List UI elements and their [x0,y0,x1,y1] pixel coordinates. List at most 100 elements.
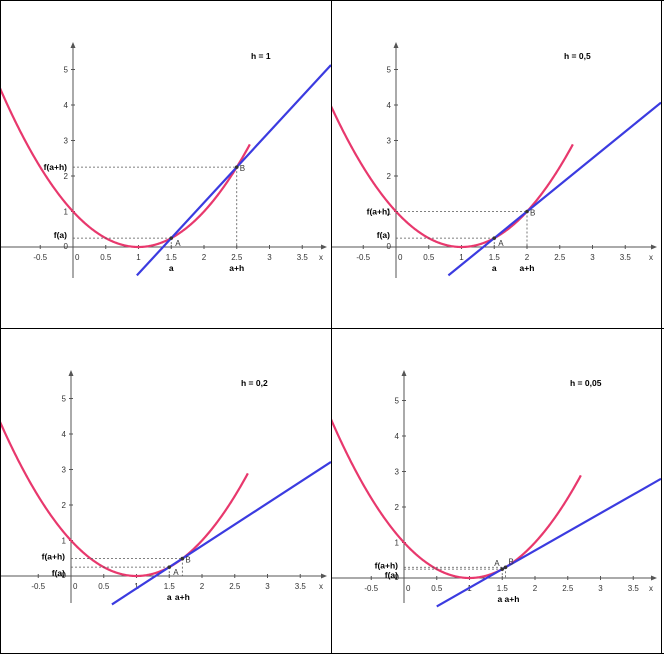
y-tick-label: 4 [64,101,69,110]
y-tick-label: 2 [387,172,392,181]
x-axis-label: x [319,582,323,591]
y-tick-label: 5 [387,66,392,75]
x-axis-label: x [319,253,323,262]
secant-line [436,477,661,608]
point-a-marker [492,236,497,240]
x-tick-label: 3.5 [628,584,640,593]
f-a-plus-h-axis-label: f(a+h) [42,552,66,562]
x-tick-label: 3 [267,253,272,262]
x-axis-arrow [321,244,327,250]
point-b-label: B [185,556,190,565]
x-tick-label: 1.5 [489,253,501,262]
x-tick-label: 0 [406,584,411,593]
x-tick-label: 0.5 [431,584,443,593]
chart-svg: -0.5 0 0.5 1 1.5 2 2.5 3 3.5 x 0 1 2 3 4 5 h = 0,2 ABa a+h… [1,370,331,606]
a-axis-label: a [167,592,172,602]
a-plus-h-axis-label: a+h [505,594,520,604]
point-a-label: A [498,239,504,248]
h-value-label: h = 0,05 [570,378,602,388]
a-plus-h-axis-label: a+h [229,263,244,273]
x-tick-label: 1 [459,253,464,262]
y-tick-label: 2 [64,172,69,181]
x-tick-label: 0.5 [423,253,435,262]
y-tick-label: 1 [62,537,67,546]
frame-middle [0,328,664,329]
x-tick-label: 1.5 [497,584,509,593]
parabola-curve [1,421,249,578]
frame-bottom [0,653,664,654]
x-tick-label: 2.5 [554,253,566,262]
y-tick-label: 5 [64,66,69,75]
x-tick-label: 1 [134,582,139,591]
h-value-label: h = 0,5 [564,51,591,61]
a-plus-h-axis-label: a+h [520,263,535,273]
x-tick-label: 3 [590,253,595,262]
y-tick-label: 3 [387,137,392,146]
point-b-label: B [509,557,514,566]
y-tick-label: 2 [62,501,67,510]
x-tick-label: 2 [525,253,530,262]
point-b-marker [234,165,239,169]
y-tick-label: 1 [387,208,392,217]
y-tick-label: 3 [62,466,67,475]
f-a-axis-label: f(a) [54,230,67,240]
x-tick-label: -0.5 [356,253,370,262]
a-axis-label: a [169,263,174,273]
x-tick-label: 2 [200,582,205,591]
point-a-label: A [494,559,500,568]
x-tick-label: 1 [136,253,141,262]
parabola-curve [1,87,251,249]
f-a-axis-label: f(a) [377,230,390,240]
x-tick-label: 0 [75,253,80,262]
x-tick-label: 3 [598,584,603,593]
secant-line [111,461,331,606]
x-tick-label: 0 [73,582,78,591]
point-b-marker [525,209,529,214]
x-axis-label: x [649,584,653,593]
x-tick-label: 3 [265,582,270,591]
point-a-marker [167,565,172,569]
y-axis-arrow [393,42,399,48]
frame-right [661,0,662,654]
y-axis-arrow [68,370,74,376]
y-axis-arrow [70,42,76,48]
x-tick-label: 2 [533,584,538,593]
frame-center [331,0,332,654]
parabola-curve [332,105,574,249]
x-axis-label: x [649,253,653,262]
point-b-marker [180,556,185,561]
f-a-axis-label: f(a) [52,568,65,578]
x-tick-label: 2 [202,253,207,262]
point-b-label: B [240,164,245,173]
x-tick-label: -0.5 [31,582,45,591]
parabola-curve [332,418,582,580]
a-plus-h-axis-label: a+h [175,592,190,602]
x-tick-label: 2.5 [231,253,243,262]
point-b-label: B [530,209,535,218]
f-a-axis-label: f(a) [385,570,398,580]
y-tick-label: 5 [62,395,67,404]
x-tick-label: 3.5 [620,253,632,262]
y-tick-label: 5 [395,397,400,406]
x-tick-label: 0.5 [98,582,110,591]
f-a-plus-h-axis-label: f(a+h) [375,560,399,570]
x-tick-label: 3.5 [295,582,307,591]
chart-svg: -0.5 0 0.5 1 1.5 2 2.5 3 3.5 x 0 1 2 3 4 5 h = 0,5 A Ba a+h… [332,42,661,278]
point-b-marker [503,565,508,570]
y-tick-label: 4 [62,430,67,439]
x-tick-label: 2.5 [229,582,241,591]
y-tick-label: 4 [387,101,392,110]
y-tick-label: 1 [64,208,69,217]
secant-line [447,101,661,277]
h-value-label: h = 1 [251,51,271,61]
y-tick-label: 4 [395,432,400,441]
x-tick-label: 0 [398,253,403,262]
y-tick-label: 0 [395,573,400,582]
x-tick-label: 1.5 [166,253,178,262]
chart-svg: -0.5 0 0.5 1 1.5 2 2.5 3 3.5 x 0 1 2 3 4 5 h = 1 A Ba a+h f(… [1,42,331,278]
point-a-label: A [175,239,181,248]
